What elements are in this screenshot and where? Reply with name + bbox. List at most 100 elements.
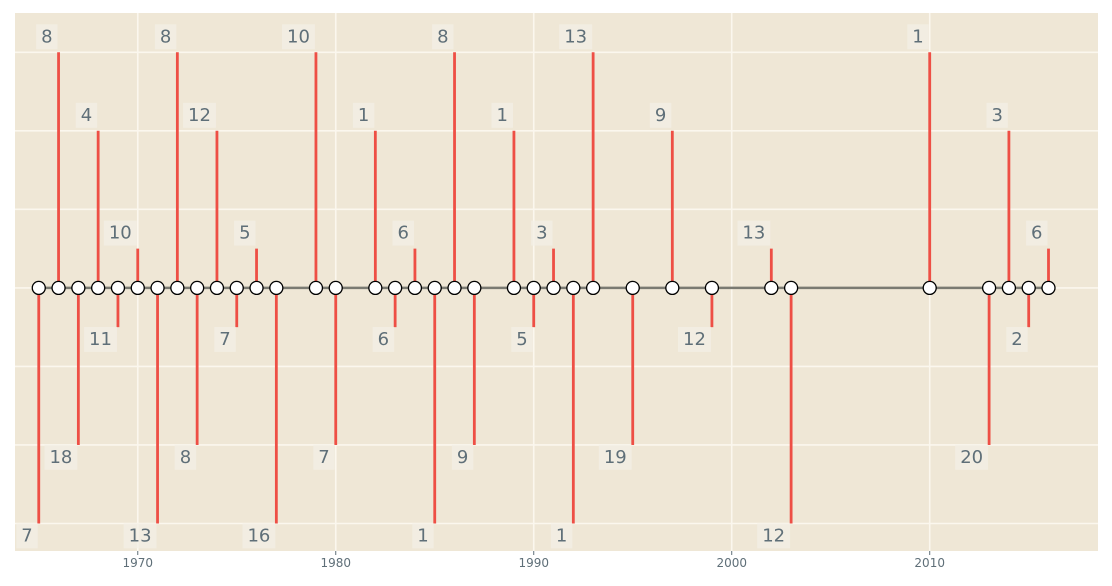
event-label-text: 7 <box>318 447 329 468</box>
event-label: 8 <box>432 24 454 50</box>
event-label-box <box>907 24 929 50</box>
event-label-text: 3 <box>536 223 547 244</box>
x-tick-label: 1970 <box>122 556 153 570</box>
event-label-text: 13 <box>564 26 587 47</box>
event-label: 8 <box>154 24 177 50</box>
event-marker <box>625 280 640 296</box>
event-label-text: 5 <box>239 223 250 244</box>
event-label-text: 7 <box>219 329 230 350</box>
event-marker <box>447 280 462 296</box>
event-marker <box>981 280 997 296</box>
event-marker <box>229 280 244 296</box>
event-label-text: 16 <box>247 525 270 546</box>
event-label-box <box>737 220 771 246</box>
event-label: 8 <box>174 444 197 470</box>
event-marker <box>526 280 541 296</box>
event-label-box <box>242 523 276 549</box>
event-label: 11 <box>84 326 117 352</box>
event-marker <box>566 280 581 296</box>
event-label-text: 4 <box>81 105 92 126</box>
event-label-box <box>432 24 454 50</box>
event-marker <box>249 280 264 296</box>
event-label: 8 <box>36 24 58 50</box>
event-marker <box>130 280 145 296</box>
event-label-box <box>491 102 513 128</box>
event-label-box <box>392 220 414 246</box>
event-label-box <box>1006 326 1028 352</box>
event-marker <box>387 280 403 296</box>
event-label-box <box>103 220 137 246</box>
event-marker <box>1041 280 1056 296</box>
event-label-text: 1 <box>556 525 567 546</box>
event-marker <box>51 280 66 296</box>
event-label: 5 <box>511 326 533 352</box>
event-marker <box>546 280 561 296</box>
event-label: 1 <box>550 523 573 549</box>
event-labels: 7818411101388127516107166189153113199121… <box>16 24 1048 549</box>
event-label-box <box>531 220 553 246</box>
event-label-text: 8 <box>180 447 191 468</box>
event-label-box <box>313 444 335 470</box>
event-label-text: 13 <box>129 525 152 546</box>
event-label: 13 <box>123 523 157 549</box>
event-label: 18 <box>44 444 78 470</box>
event-label-text: 8 <box>160 26 171 47</box>
event-label: 4 <box>75 102 98 128</box>
event-label-text: 7 <box>21 525 32 546</box>
event-label-box <box>282 24 315 50</box>
event-marker <box>764 280 779 296</box>
event-label-text: 12 <box>762 525 785 546</box>
event-label-text: 10 <box>109 223 132 244</box>
event-label-text: 1 <box>417 525 428 546</box>
x-tick-label: 1980 <box>320 556 351 570</box>
event-label: 12 <box>183 102 216 128</box>
event-marker <box>922 280 937 296</box>
x-tick-label: 2010 <box>914 556 945 570</box>
event-label-box <box>986 102 1008 128</box>
event-label-text: 13 <box>742 223 765 244</box>
event-marker <box>467 280 482 296</box>
event-marker <box>209 280 225 296</box>
event-marker <box>328 280 343 296</box>
event-label: 16 <box>242 523 276 549</box>
event-label-box <box>84 326 117 352</box>
event-label-text: 6 <box>378 329 389 350</box>
stems <box>37 52 1050 524</box>
x-axis-ticks: 1970 1980 1990 2000 2010 <box>122 551 945 570</box>
event-marker <box>506 280 522 296</box>
event-label-text: 9 <box>457 447 468 468</box>
event-label-text: 1 <box>912 26 923 47</box>
event-label: 19 <box>598 444 632 470</box>
event-marker <box>110 280 126 296</box>
event-label-text: 2 <box>1011 329 1022 350</box>
event-marker <box>91 280 106 296</box>
event-marker <box>189 280 205 296</box>
event-marker <box>269 280 284 296</box>
event-label: 12 <box>757 523 791 549</box>
event-label-box <box>598 444 632 470</box>
event-label: 2 <box>1006 326 1028 352</box>
event-label: 7 <box>16 523 38 549</box>
event-label-text: 3 <box>991 105 1002 126</box>
event-marker <box>665 280 680 296</box>
event-label-box <box>123 523 157 549</box>
event-marker <box>1021 280 1036 296</box>
event-label: 20 <box>955 444 989 470</box>
x-tick-label: 1990 <box>518 556 549 570</box>
event-marker <box>407 280 423 296</box>
event-label-box <box>154 24 177 50</box>
event-label-box <box>412 523 434 549</box>
event-label: 13 <box>559 24 593 50</box>
event-label: 9 <box>649 102 672 128</box>
event-label-box <box>16 523 38 549</box>
event-marker <box>783 280 799 296</box>
event-label-box <box>75 102 98 128</box>
event-label-text: 9 <box>655 105 666 126</box>
event-marker <box>585 280 601 296</box>
event-marker <box>71 280 86 296</box>
event-marker <box>1001 280 1017 296</box>
event-label-text: 18 <box>49 447 72 468</box>
event-label-box <box>214 326 236 352</box>
event-label-box <box>352 102 375 128</box>
